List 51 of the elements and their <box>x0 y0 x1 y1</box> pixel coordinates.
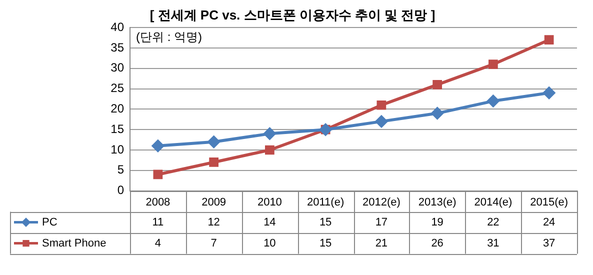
point <box>375 115 388 128</box>
data-label: 37 <box>542 237 556 250</box>
y-tick-label: 25 <box>110 81 124 96</box>
data-label: 24 <box>542 216 556 228</box>
x-tick-label: 2014(e) <box>474 196 512 208</box>
y-tick-label: 40 <box>110 20 124 34</box>
data-label: 21 <box>375 237 388 250</box>
annotation: (단위 : 억명) <box>136 30 202 44</box>
y-tick-label: 35 <box>110 40 124 54</box>
data-label: 12 <box>208 216 220 228</box>
x-tick-label: 2011(e) <box>307 196 344 208</box>
x-tick-label: 2010 <box>257 196 282 208</box>
data-label: 15 <box>319 237 332 250</box>
y-tick-label: 10 <box>110 142 124 156</box>
x-tick-label: 2009 <box>202 196 226 208</box>
legend-label: PC <box>42 216 58 228</box>
y-tick-label: 30 <box>110 60 124 75</box>
legend-label: Smart Phone <box>42 237 106 250</box>
point <box>431 107 444 120</box>
y-tick-label: 20 <box>110 102 124 116</box>
data-label: 17 <box>375 216 388 228</box>
data-label: 26 <box>431 237 444 250</box>
data-label: 15 <box>319 216 332 228</box>
data-label: 11 <box>152 216 164 228</box>
x-tick-label: 2008 <box>146 196 170 208</box>
point <box>264 128 276 140</box>
point <box>487 95 500 108</box>
y-tick-label: 5 <box>117 162 124 177</box>
point <box>543 86 556 99</box>
point <box>208 136 220 148</box>
x-tick-label: 2015(e) <box>530 196 568 208</box>
x-tick-label: 2013(e) <box>418 196 456 208</box>
point <box>488 60 498 69</box>
point <box>265 145 274 155</box>
y-tick-label: 15 <box>110 122 124 136</box>
point <box>432 80 442 90</box>
data-label: 4 <box>154 237 161 250</box>
data-label: 22 <box>487 216 500 228</box>
data-label: 10 <box>264 237 276 250</box>
point <box>544 35 554 45</box>
point <box>209 158 218 167</box>
chart-title: [ 전세계 PC vs. 스마트폰 이용자수 추이 및 전망 ] <box>150 7 436 22</box>
data-label: 19 <box>431 216 444 228</box>
y-tick-label: 0 <box>117 183 124 198</box>
data-label: 14 <box>264 216 276 228</box>
data-label: 31 <box>487 237 500 250</box>
x-tick-label: 2012(e) <box>362 196 400 208</box>
point <box>376 100 386 110</box>
data-label: 7 <box>210 237 217 250</box>
point <box>152 140 164 152</box>
point <box>153 170 163 180</box>
